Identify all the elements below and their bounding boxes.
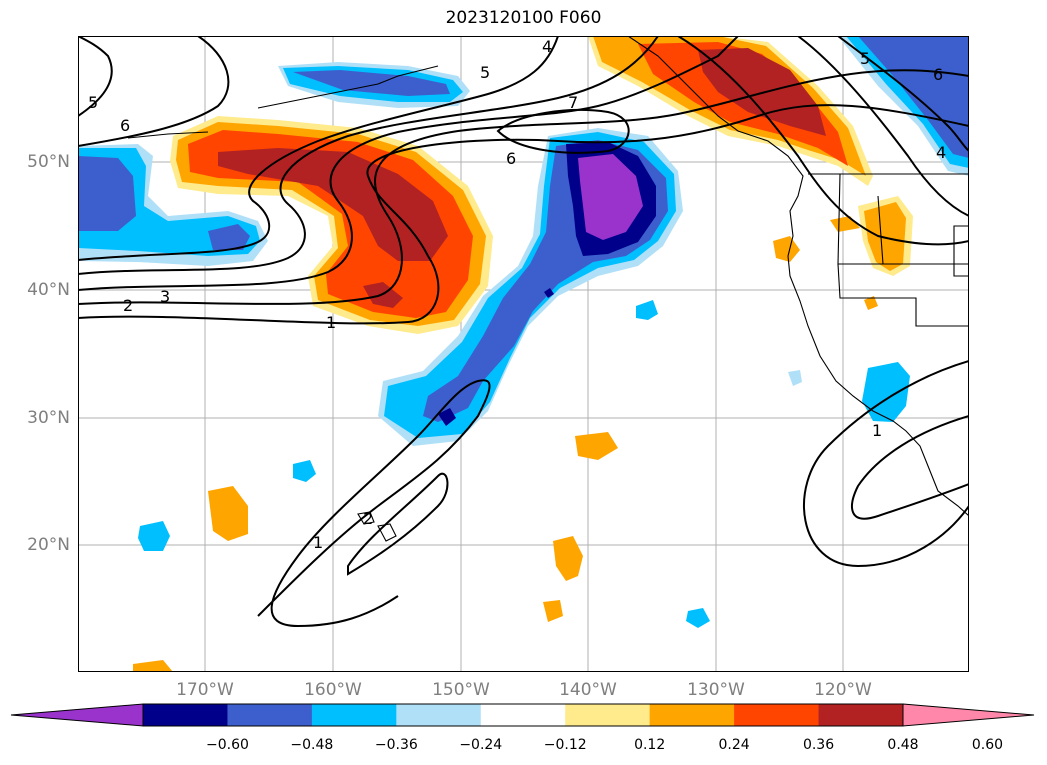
colorbar-tick-label: 0.60 — [971, 737, 1004, 753]
positive-anomaly-shading — [133, 36, 913, 672]
colorbar-segment — [396, 704, 482, 726]
lon-tick-label: 160°W — [304, 680, 362, 700]
contour-labels: 4 5 5 6 7 6 2 3 1 5 6 4 1 2 1 — [88, 37, 946, 552]
contour-label: 4 — [542, 37, 552, 56]
map-title: 2023120100 F060 — [445, 8, 602, 28]
lon-tick-label: 150°W — [432, 680, 490, 700]
contour-label: 5 — [860, 49, 870, 68]
map-canvas: 4 5 5 6 7 6 2 3 1 5 6 4 1 2 1 — [78, 36, 969, 672]
contour-label: 6 — [120, 116, 130, 135]
colorbar-tick-label: −0.48 — [290, 737, 334, 753]
lat-tick-label: 50°N — [27, 152, 70, 172]
colorbar-segment — [143, 704, 228, 726]
lon-tick-label: 120°W — [814, 680, 872, 700]
colorbar-frame — [142, 703, 904, 727]
contour-label: 3 — [160, 287, 170, 306]
lat-tick-label: 20°N — [27, 535, 70, 555]
colorbar-segment — [565, 704, 651, 726]
colorbar-segment — [480, 704, 566, 726]
colorbar-tick-label: −0.24 — [459, 737, 503, 753]
colorbar-tick-label: 0.12 — [634, 737, 666, 753]
colorbar-extension-high — [902, 703, 1035, 727]
colorbar-tick-label: −0.12 — [543, 737, 587, 753]
colorbar-tick-label: 0.36 — [802, 737, 835, 753]
colorbar-tick-label: 0.48 — [887, 737, 919, 753]
colorbar-segment — [818, 704, 904, 726]
contour-label: 1 — [326, 313, 336, 332]
lon-tick-label: 170°W — [176, 680, 234, 700]
colorbar-segment — [649, 704, 735, 726]
contour-label: 1 — [872, 421, 882, 440]
lon-tick-label: 140°W — [559, 680, 617, 700]
lon-tick-label: 130°W — [687, 680, 745, 700]
contour-label: 1 — [313, 533, 323, 552]
lat-tick-label: 30°N — [27, 408, 70, 428]
contour-label: 6 — [506, 149, 516, 168]
colorbar-tick-label: −0.60 — [205, 737, 249, 753]
colorbar-segment — [227, 704, 313, 726]
colorbar-tick-label: 0.24 — [718, 737, 750, 753]
contour-label: 6 — [933, 65, 943, 84]
colorbar-segment — [734, 704, 820, 726]
map-frame — [78, 36, 969, 672]
contour-label: 5 — [88, 93, 98, 112]
lat-tick-label: 40°N — [27, 280, 70, 300]
colorbar-extension-low — [10, 703, 144, 727]
contour-label: 2 — [363, 509, 373, 528]
contour-label: 4 — [936, 143, 946, 162]
contour-label: 2 — [123, 296, 133, 315]
colorbar-segment — [311, 704, 397, 726]
negative-anomaly-shading — [78, 36, 969, 628]
map-panel: 4 5 5 6 7 6 2 3 1 5 6 4 1 2 1 — [78, 36, 969, 672]
geopotential-contours — [78, 36, 969, 628]
contour-label: 7 — [568, 93, 578, 112]
colorbar-tick-label: −0.36 — [374, 737, 418, 753]
contour-label: 5 — [480, 63, 490, 82]
colorbar — [10, 703, 1035, 727]
